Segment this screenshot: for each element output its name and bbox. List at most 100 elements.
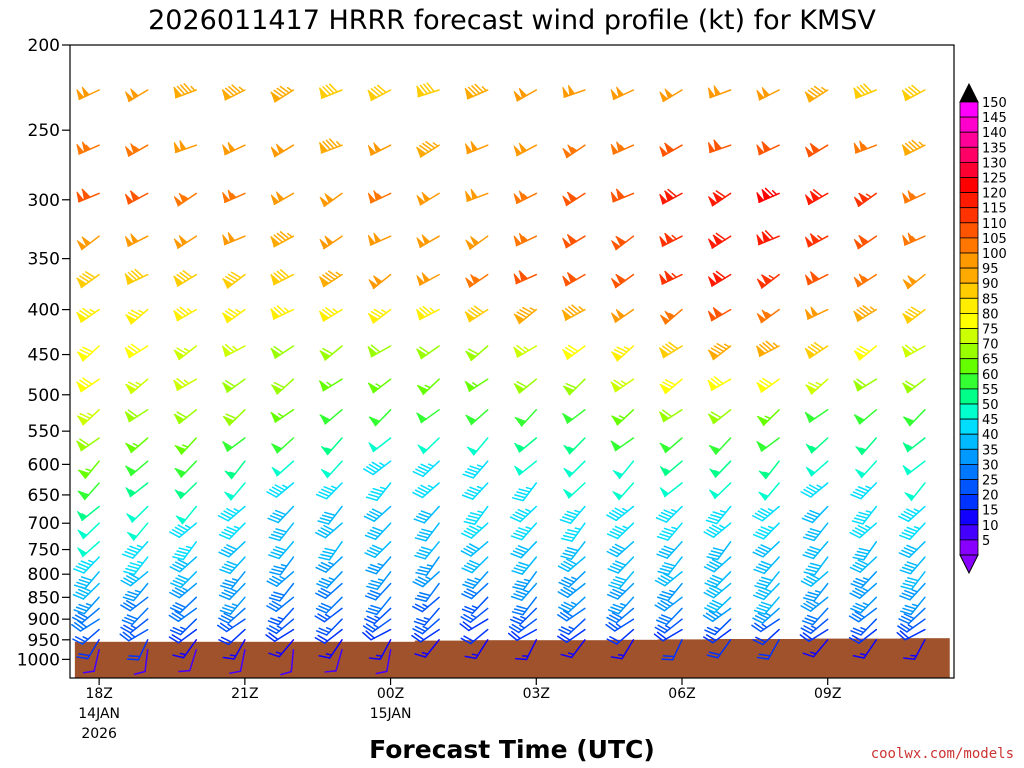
wind-barb bbox=[659, 142, 683, 157]
wind-barb bbox=[656, 522, 683, 541]
wind-barb bbox=[659, 232, 683, 247]
wind-barb bbox=[754, 571, 780, 590]
wind-barb bbox=[561, 304, 586, 321]
wind-barb bbox=[848, 607, 878, 623]
y-tick-label: 900 bbox=[28, 610, 60, 630]
colorbar-swatch bbox=[959, 418, 979, 435]
colorbar-label: 125 bbox=[982, 172, 1007, 187]
wind-barb bbox=[465, 273, 489, 288]
colorbar-label: 50 bbox=[982, 398, 999, 413]
x-tick-date: 15JAN bbox=[370, 706, 412, 722]
wind-barb bbox=[265, 628, 295, 643]
colorbar-swatch bbox=[959, 388, 979, 405]
wind-barb bbox=[271, 460, 295, 477]
wind-barb bbox=[801, 505, 829, 524]
wind-barb bbox=[850, 618, 878, 636]
wind-barb bbox=[610, 141, 635, 155]
colorbar: 1501451401351301251201151101051009590858… bbox=[959, 82, 1007, 575]
wind-barb bbox=[707, 270, 732, 287]
wind-barb bbox=[76, 639, 100, 660]
wind-barb bbox=[365, 556, 392, 575]
wind-barb bbox=[173, 235, 198, 249]
wind-barb bbox=[708, 437, 732, 455]
wind-barb bbox=[562, 84, 586, 98]
wind-barb bbox=[368, 409, 392, 427]
wind-barb bbox=[175, 505, 198, 525]
colorbar-label: 150 bbox=[982, 96, 1007, 111]
wind-barb bbox=[708, 190, 732, 207]
wind-barb bbox=[804, 341, 829, 359]
colorbar-swatch bbox=[959, 539, 979, 556]
wind-barb bbox=[560, 541, 586, 560]
wind-barb bbox=[318, 83, 343, 99]
wind-barb bbox=[562, 378, 586, 396]
wind-barb bbox=[362, 618, 392, 633]
wind-barb bbox=[125, 88, 149, 103]
wind-barb bbox=[804, 85, 829, 103]
wind-barb bbox=[800, 618, 829, 635]
colorbar-label: 70 bbox=[982, 338, 999, 353]
wind-barb bbox=[611, 235, 635, 251]
wind-barb bbox=[318, 639, 343, 659]
wind-barb bbox=[133, 648, 149, 676]
wind-barb bbox=[319, 345, 343, 361]
wind-barb bbox=[464, 378, 489, 392]
colorbar-swatch bbox=[959, 373, 979, 390]
wind-barb bbox=[610, 378, 635, 393]
colorbar-label: 100 bbox=[982, 247, 1007, 262]
wind-barb bbox=[218, 607, 246, 624]
colorbar-label: 115 bbox=[982, 202, 1007, 217]
wind-barb bbox=[169, 556, 198, 573]
colorbar-swatch bbox=[959, 207, 979, 224]
wind-barb bbox=[855, 460, 878, 479]
wind-barb bbox=[513, 306, 538, 325]
wind-barb bbox=[368, 639, 392, 660]
wind-barb bbox=[756, 437, 780, 452]
wind-barb bbox=[413, 607, 440, 626]
wind-barb bbox=[904, 482, 926, 501]
colorbar-label: 15 bbox=[982, 504, 999, 519]
wind-barb bbox=[902, 378, 926, 394]
wind-barb bbox=[417, 437, 440, 455]
wind-barb bbox=[756, 141, 780, 156]
wind-barb bbox=[77, 482, 100, 501]
colorbar-label: 45 bbox=[982, 413, 999, 428]
wind-barb bbox=[222, 189, 246, 204]
wind-barb bbox=[611, 409, 635, 426]
wind-barb bbox=[222, 378, 246, 393]
wind-barb bbox=[124, 190, 149, 205]
wind-barb bbox=[607, 556, 635, 574]
wind-barb bbox=[266, 618, 295, 635]
wind-barb bbox=[557, 607, 586, 622]
wind-barb bbox=[122, 582, 149, 602]
wind-barb bbox=[126, 505, 149, 523]
wind-barb bbox=[266, 482, 295, 498]
wind-barb bbox=[708, 139, 732, 154]
wind-barb bbox=[268, 522, 295, 542]
colorbar-label: 90 bbox=[982, 277, 999, 292]
wind-barb bbox=[850, 571, 878, 589]
x-tick-label: 03Z bbox=[523, 686, 550, 702]
wind-barb bbox=[853, 273, 878, 288]
wind-barb bbox=[460, 541, 489, 557]
wind-barb bbox=[850, 482, 878, 500]
wind-barb bbox=[315, 596, 343, 614]
wind-barb bbox=[853, 345, 878, 361]
wind-barb bbox=[222, 409, 246, 426]
y-tick-label: 600 bbox=[28, 455, 60, 475]
wind-barb bbox=[902, 437, 926, 453]
wind-barb bbox=[461, 556, 489, 574]
wind-barb bbox=[173, 306, 198, 322]
wind-barb bbox=[76, 188, 100, 203]
wind-barb bbox=[752, 522, 780, 540]
wind-barb bbox=[558, 618, 586, 635]
wind-barb bbox=[853, 378, 878, 392]
wind-barb bbox=[804, 306, 829, 320]
wind-barb bbox=[266, 571, 295, 587]
wind-barb bbox=[120, 618, 149, 634]
wind-barb bbox=[316, 571, 343, 589]
wind-barb bbox=[412, 571, 440, 588]
wind-barb bbox=[658, 341, 683, 359]
wind-barb bbox=[756, 273, 780, 289]
colorbar-label: 95 bbox=[982, 262, 999, 277]
